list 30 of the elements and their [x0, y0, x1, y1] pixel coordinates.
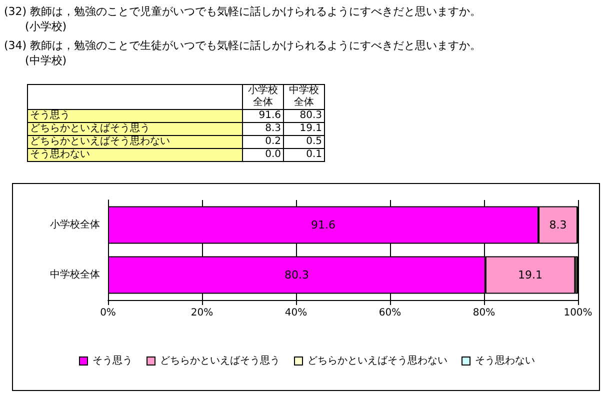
- text: どちらかといえばそう思わない: [30, 136, 170, 147]
- text: どちらかといえばそう思う: [30, 123, 150, 134]
- legend-label: どちらかといえばそう思わない: [308, 356, 448, 366]
- x-tick-label: 80%: [472, 308, 496, 318]
- category-label: 中学校全体: [289, 85, 319, 108]
- category-label: 小学校全体: [248, 85, 278, 108]
- x-tick-label: 60%: [378, 308, 402, 318]
- text: 0.2: [242, 136, 284, 148]
- data-label: 80.3: [284, 268, 309, 282]
- text: そう思わない: [30, 149, 90, 160]
- chart-subtitle: (34) 教師は，勉強のことで生徒がいつでも気軽に話しかけられるようにすべきだと思いますか。 (中学校): [4, 38, 482, 68]
- legend-label: そう思う: [92, 356, 132, 366]
- text: 0.5: [284, 136, 324, 148]
- data-label: 19.1: [518, 268, 543, 282]
- text: 19.1: [300, 123, 322, 134]
- data-label: 8.3: [549, 218, 567, 232]
- text: 8.3: [265, 123, 281, 134]
- text: 0.0: [242, 148, 284, 162]
- legend-label: どちらかといえばそう思う: [160, 356, 280, 366]
- chart-title: (32) 教師は，勉強のことで児童がいつでも気軽に話しかけられるようにすべきだと思いますか。 (小学校): [4, 4, 482, 34]
- text: 0.1: [284, 148, 324, 162]
- x-tick-label: 40%: [284, 308, 308, 318]
- x-tick-label: 100%: [564, 308, 592, 318]
- data-label: 91.6: [311, 218, 336, 232]
- text: そう思う: [30, 110, 70, 121]
- text: 91.6: [258, 110, 281, 121]
- text: 80.3: [300, 110, 322, 121]
- x-tick-label: 0%: [100, 308, 116, 318]
- legend-label: そう思わない: [475, 356, 535, 366]
- x-tick-label: 20%: [190, 308, 214, 318]
